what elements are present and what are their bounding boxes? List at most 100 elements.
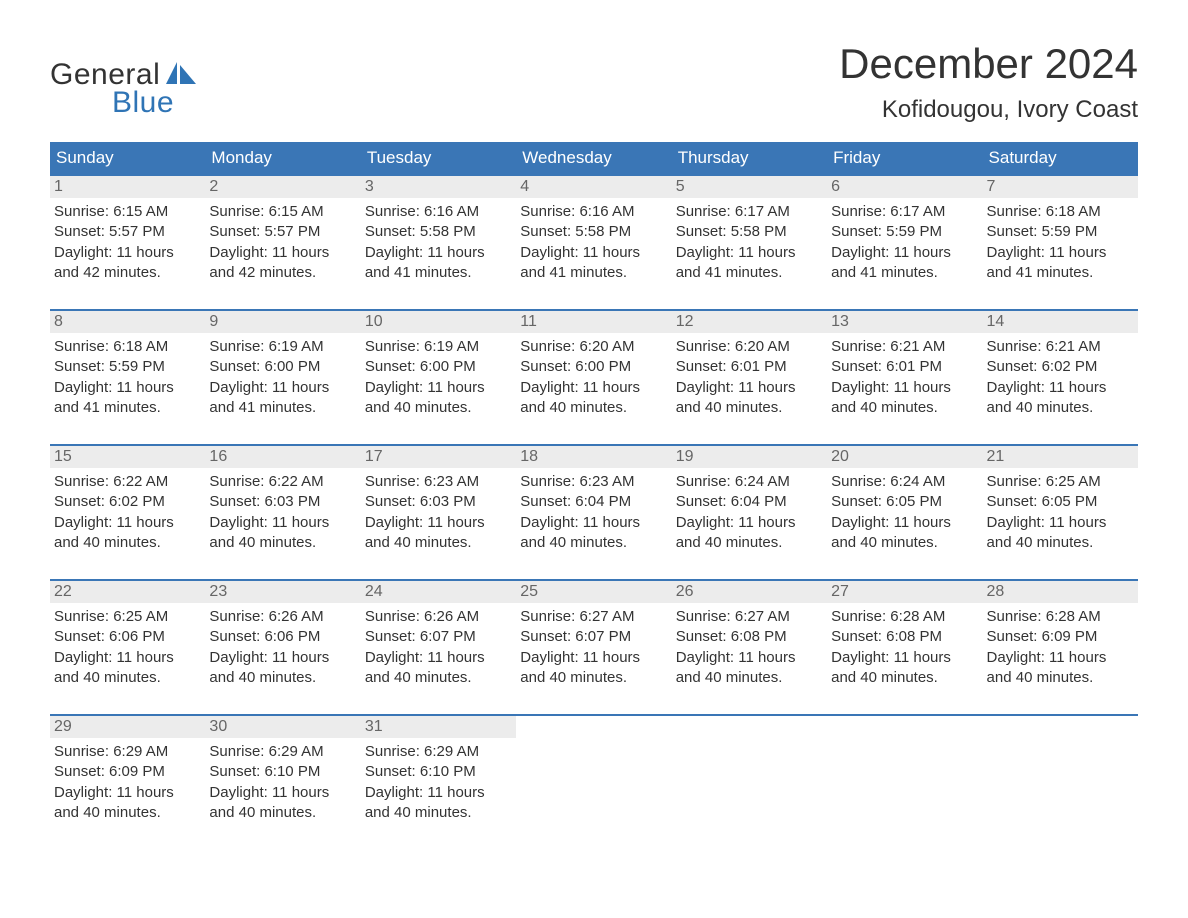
day-number: 26 — [672, 581, 827, 603]
page-header: General Blue December 2024 Kofidougou, I… — [50, 40, 1138, 124]
calendar-day-cell: 12Sunrise: 6:20 AMSunset: 6:01 PMDayligh… — [672, 310, 827, 445]
day-details: Sunrise: 6:27 AMSunset: 6:07 PMDaylight:… — [518, 607, 665, 688]
calendar-day-cell: 6 Sunrise: 6:17 AMSunset: 5:59 PMDaylight… — [827, 175, 982, 310]
weekday-header: Thursday — [672, 142, 827, 175]
calendar-day-cell: 31Sunrise: 6:29 AMSunset: 6:10 PMDayligh… — [361, 715, 516, 849]
weekday-header: Wednesday — [516, 142, 671, 175]
calendar-day-cell: 26Sunrise: 6:27 AMSunset: 6:08 PMDayligh… — [672, 580, 827, 715]
day-details: Sunrise: 6:22 AMSunset: 6:02 PMDaylight:… — [52, 472, 199, 553]
day-number: 30 — [205, 716, 360, 738]
day-details: Sunrise: 6:25 AMSunset: 6:06 PMDaylight:… — [52, 607, 199, 688]
day-details: Sunrise: 6:25 AMSunset: 6:05 PMDaylight:… — [985, 472, 1132, 553]
calendar-day-cell: 7 Sunrise: 6:18 AMSunset: 5:59 PMDaylight… — [983, 175, 1138, 310]
day-number: 19 — [672, 446, 827, 468]
sail-icon — [166, 62, 196, 89]
logo: General Blue — [50, 40, 196, 120]
calendar-day-cell: 3 Sunrise: 6:16 AMSunset: 5:58 PMDaylight… — [361, 175, 516, 310]
calendar-day-cell: 27 Sunrise: 6:28 AMSunset: 6:08 PMDayligh… — [827, 580, 982, 715]
day-details: Sunrise: 6:29 AMSunset: 6:10 PMDaylight:… — [207, 742, 354, 823]
day-number: 14 — [983, 311, 1138, 333]
day-details: Sunrise: 6:28 AMSunset: 6:09 PMDaylight:… — [985, 607, 1132, 688]
day-number: 7 — [983, 176, 1138, 198]
weekday-header: Friday — [827, 142, 982, 175]
day-details: Sunrise: 6:26 AMSunset: 6:07 PMDaylight:… — [363, 607, 510, 688]
calendar-day-cell: 19 Sunrise: 6:24 AMSunset: 6:04 PMDayligh… — [672, 445, 827, 580]
calendar-day-cell: 8 Sunrise: 6:18 AMSunset: 5:59 PMDaylight… — [50, 310, 205, 445]
calendar-day-cell: 2 Sunrise: 6:15 AMSunset: 5:57 PMDaylight… — [205, 175, 360, 310]
calendar-week-row: 1Sunrise: 6:15 AMSunset: 5:57 PMDaylight… — [50, 175, 1138, 310]
day-number: 1 — [50, 176, 205, 198]
calendar-day-cell: 4 Sunrise: 6:16 AMSunset: 5:58 PMDaylight… — [516, 175, 671, 310]
calendar-day-cell: 13 Sunrise: 6:21 AMSunset: 6:01 PMDayligh… — [827, 310, 982, 445]
calendar-day-cell: 14Sunrise: 6:21 AMSunset: 6:02 PMDayligh… — [983, 310, 1138, 445]
day-details: Sunrise: 6:17 AMSunset: 5:58 PMDaylight:… — [674, 202, 821, 283]
calendar-week-row: 8 Sunrise: 6:18 AMSunset: 5:59 PMDaylight… — [50, 310, 1138, 445]
day-number: 2 — [205, 176, 360, 198]
calendar-day-cell: 20Sunrise: 6:24 AMSunset: 6:05 PMDayligh… — [827, 445, 982, 580]
calendar-day-cell: 22Sunrise: 6:25 AMSunset: 6:06 PMDayligh… — [50, 580, 205, 715]
day-number: 13 — [827, 311, 982, 333]
calendar-page: General Blue December 2024 Kofidougou, I… — [0, 0, 1188, 889]
calendar-day-cell: 21 Sunrise: 6:25 AMSunset: 6:05 PMDayligh… — [983, 445, 1138, 580]
day-number: 8 — [50, 311, 205, 333]
calendar-day-cell: 16 Sunrise: 6:22 AMSunset: 6:03 PMDayligh… — [205, 445, 360, 580]
day-details: Sunrise: 6:18 AMSunset: 5:59 PMDaylight:… — [985, 202, 1132, 283]
day-number: 27 — [827, 581, 982, 603]
calendar-empty-cell — [516, 715, 671, 849]
day-details: Sunrise: 6:20 AMSunset: 6:00 PMDaylight:… — [518, 337, 665, 418]
day-number: 11 — [516, 311, 671, 333]
calendar-day-cell: 10 Sunrise: 6:19 AMSunset: 6:00 PMDayligh… — [361, 310, 516, 445]
calendar-week-row: 15 Sunrise: 6:22 AMSunset: 6:02 PMDayligh… — [50, 445, 1138, 580]
day-details: Sunrise: 6:16 AMSunset: 5:58 PMDaylight:… — [518, 202, 665, 283]
day-details: Sunrise: 6:18 AMSunset: 5:59 PMDaylight:… — [52, 337, 199, 418]
day-number: 4 — [516, 176, 671, 198]
calendar-empty-cell — [672, 715, 827, 849]
calendar-empty-cell — [983, 715, 1138, 849]
day-details: Sunrise: 6:15 AMSunset: 5:57 PMDaylight:… — [207, 202, 354, 283]
day-details: Sunrise: 6:24 AMSunset: 6:05 PMDaylight:… — [829, 472, 976, 553]
calendar-table: SundayMondayTuesdayWednesdayThursdayFrid… — [50, 142, 1138, 849]
day-number: 3 — [361, 176, 516, 198]
day-details: Sunrise: 6:22 AMSunset: 6:03 PMDaylight:… — [207, 472, 354, 553]
day-details: Sunrise: 6:17 AMSunset: 5:59 PMDaylight:… — [829, 202, 976, 283]
calendar-day-cell: 24 Sunrise: 6:26 AMSunset: 6:07 PMDayligh… — [361, 580, 516, 715]
day-details: Sunrise: 6:24 AMSunset: 6:04 PMDaylight:… — [674, 472, 821, 553]
day-number: 10 — [361, 311, 516, 333]
calendar-day-cell: 18Sunrise: 6:23 AMSunset: 6:04 PMDayligh… — [516, 445, 671, 580]
calendar-day-cell: 23 Sunrise: 6:26 AMSunset: 6:06 PMDayligh… — [205, 580, 360, 715]
day-details: Sunrise: 6:26 AMSunset: 6:06 PMDaylight:… — [207, 607, 354, 688]
title-block: December 2024 Kofidougou, Ivory Coast — [839, 40, 1138, 124]
day-number: 21 — [983, 446, 1138, 468]
calendar-day-cell: 28 Sunrise: 6:28 AMSunset: 6:09 PMDayligh… — [983, 580, 1138, 715]
calendar-day-cell: 11 Sunrise: 6:20 AMSunset: 6:00 PMDayligh… — [516, 310, 671, 445]
day-number: 18 — [516, 446, 671, 468]
day-details: Sunrise: 6:29 AMSunset: 6:10 PMDaylight:… — [363, 742, 510, 823]
day-details: Sunrise: 6:15 AMSunset: 5:57 PMDaylight:… — [52, 202, 199, 283]
day-details: Sunrise: 6:21 AMSunset: 6:01 PMDaylight:… — [829, 337, 976, 418]
logo-word-blue: Blue — [112, 86, 174, 120]
day-number: 6 — [827, 176, 982, 198]
day-number: 28 — [983, 581, 1138, 603]
calendar-body: 1Sunrise: 6:15 AMSunset: 5:57 PMDaylight… — [50, 175, 1138, 849]
calendar-day-cell: 30 Sunrise: 6:29 AMSunset: 6:10 PMDayligh… — [205, 715, 360, 849]
location-title: Kofidougou, Ivory Coast — [839, 96, 1138, 124]
calendar-day-cell: 15 Sunrise: 6:22 AMSunset: 6:02 PMDayligh… — [50, 445, 205, 580]
calendar-day-cell: 9Sunrise: 6:19 AMSunset: 6:00 PMDaylight… — [205, 310, 360, 445]
day-number: 23 — [205, 581, 360, 603]
weekday-header: Monday — [205, 142, 360, 175]
day-number: 17 — [361, 446, 516, 468]
calendar-week-row: 29Sunrise: 6:29 AMSunset: 6:09 PMDayligh… — [50, 715, 1138, 849]
day-details: Sunrise: 6:16 AMSunset: 5:58 PMDaylight:… — [363, 202, 510, 283]
day-number: 15 — [50, 446, 205, 468]
day-number: 5 — [672, 176, 827, 198]
calendar-empty-cell — [827, 715, 982, 849]
calendar-day-cell: 5 Sunrise: 6:17 AMSunset: 5:58 PMDaylight… — [672, 175, 827, 310]
day-number: 24 — [361, 581, 516, 603]
day-details: Sunrise: 6:28 AMSunset: 6:08 PMDaylight:… — [829, 607, 976, 688]
weekday-header: Saturday — [983, 142, 1138, 175]
day-details: Sunrise: 6:23 AMSunset: 6:03 PMDaylight:… — [363, 472, 510, 553]
day-number: 12 — [672, 311, 827, 333]
weekday-header: Tuesday — [361, 142, 516, 175]
day-number: 16 — [205, 446, 360, 468]
day-details: Sunrise: 6:19 AMSunset: 6:00 PMDaylight:… — [363, 337, 510, 418]
